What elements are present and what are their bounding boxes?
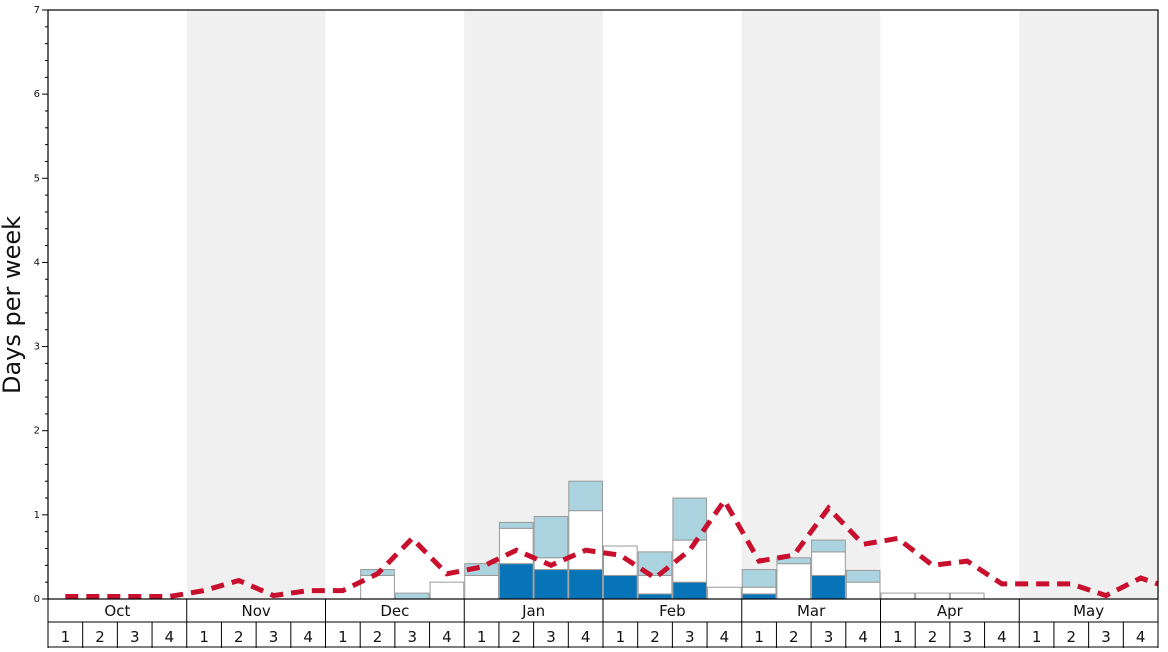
bar-segment-white-segment [464, 574, 499, 600]
y-tick-label: 2 [34, 426, 40, 437]
week-label: 4 [1136, 628, 1146, 646]
month-label-oct: Oct [104, 602, 130, 620]
bar-segment-white-segment [949, 592, 985, 600]
week-label: 2 [928, 628, 938, 646]
y-axis-label: Days per week [0, 216, 26, 394]
bar-segment-light-blue [741, 569, 777, 588]
bar-segment-white-segment [741, 586, 777, 595]
bar-segment-white-segment [637, 574, 673, 595]
week-label: 1 [61, 628, 71, 646]
bar-segment-white-segment [915, 592, 950, 600]
month-band-mar [741, 10, 881, 599]
week-label: 3 [546, 628, 556, 646]
week-label: 3 [407, 628, 417, 646]
month-label-mar: Mar [797, 602, 826, 620]
week-label: 2 [234, 628, 244, 646]
week-label: 1 [893, 628, 903, 646]
week-label: 3 [824, 628, 834, 646]
bar-segment-light-blue [811, 539, 846, 553]
bar-segment-white-segment [568, 510, 603, 571]
month-band-nov [186, 10, 326, 599]
bar-segment-deep-blue [568, 569, 603, 600]
month-label-may: May [1073, 602, 1104, 620]
bar-segment-light-blue [672, 497, 708, 541]
week-label: 4 [997, 628, 1007, 646]
y-tick-label: 3 [34, 342, 40, 353]
week-label: 1 [338, 628, 348, 646]
month-label-feb: Feb [659, 602, 686, 620]
bar-segment-white-segment [845, 581, 881, 600]
month-label-apr: Apr [937, 602, 964, 620]
bar-segment-light-blue [776, 557, 812, 565]
week-label: 4 [581, 628, 591, 646]
bar-segment-deep-blue [498, 563, 534, 600]
y-tick-label: 7 [34, 5, 40, 16]
week-label: 2 [1067, 628, 1077, 646]
bar-segment-white-segment [498, 527, 534, 565]
bar-segment-deep-blue [811, 574, 846, 600]
bar-segment-deep-blue [672, 581, 708, 600]
bar-segment-light-blue [464, 563, 499, 576]
week-label: 1 [754, 628, 764, 646]
bar-segment-white-segment [360, 574, 395, 600]
month-label-dec: Dec [380, 602, 409, 620]
axes [42, 9, 1159, 648]
bar-segment-white-segment [776, 563, 812, 600]
y-tick-label: 5 [34, 173, 40, 184]
week-label: 2 [95, 628, 105, 646]
week-label: 4 [442, 628, 452, 646]
week-label: 1 [199, 628, 209, 646]
bar-segment-deep-blue [603, 574, 638, 600]
week-label: 4 [858, 628, 868, 646]
bar-segment-white-segment [429, 581, 465, 600]
bar-segment-light-blue [394, 592, 430, 600]
week-label: 4 [303, 628, 313, 646]
week-label: 3 [685, 628, 695, 646]
month-bands [186, 10, 1158, 599]
bar-segment-light-blue [533, 516, 569, 559]
bar-segment-white-segment [707, 586, 742, 600]
week-label: 1 [616, 628, 626, 646]
week-label: 2 [373, 628, 383, 646]
month-label-nov: Nov [241, 602, 270, 620]
bar-segment-deep-blue [741, 593, 777, 600]
bar-segment-white-segment [811, 551, 846, 576]
bar-segment-deep-blue [637, 593, 673, 600]
bar-segment-white-segment [880, 592, 916, 600]
week-label: 4 [165, 628, 175, 646]
bar-segment-light-blue [845, 569, 881, 583]
week-label: 3 [962, 628, 972, 646]
y-tick-label: 6 [34, 89, 40, 100]
month-band-may [1019, 10, 1158, 599]
week-label: 4 [720, 628, 730, 646]
week-label: 1 [477, 628, 487, 646]
bar-segment-light-blue [498, 521, 534, 529]
week-label: 1 [1032, 628, 1042, 646]
week-label: 2 [650, 628, 660, 646]
week-label: 3 [1101, 628, 1111, 646]
week-label: 3 [269, 628, 279, 646]
bar-segment-light-blue [568, 480, 603, 512]
y-tick-label: 4 [34, 257, 40, 268]
week-label: 2 [789, 628, 799, 646]
month-label-jan: Jan [521, 602, 545, 620]
bar-segment-deep-blue [533, 569, 569, 600]
axis-labels: 0 1 2 3 4 5 6 7 Oct 1 2 3 4 Nov 1 2 3 4 Dec 1 2 3 4 Jan 1 2 3 4 Feb 1… [34, 5, 1146, 646]
week-label: 2 [512, 628, 522, 646]
y-tick-label: 1 [34, 510, 40, 521]
week-label: 3 [130, 628, 140, 646]
y-tick-label: 0 [34, 594, 40, 605]
